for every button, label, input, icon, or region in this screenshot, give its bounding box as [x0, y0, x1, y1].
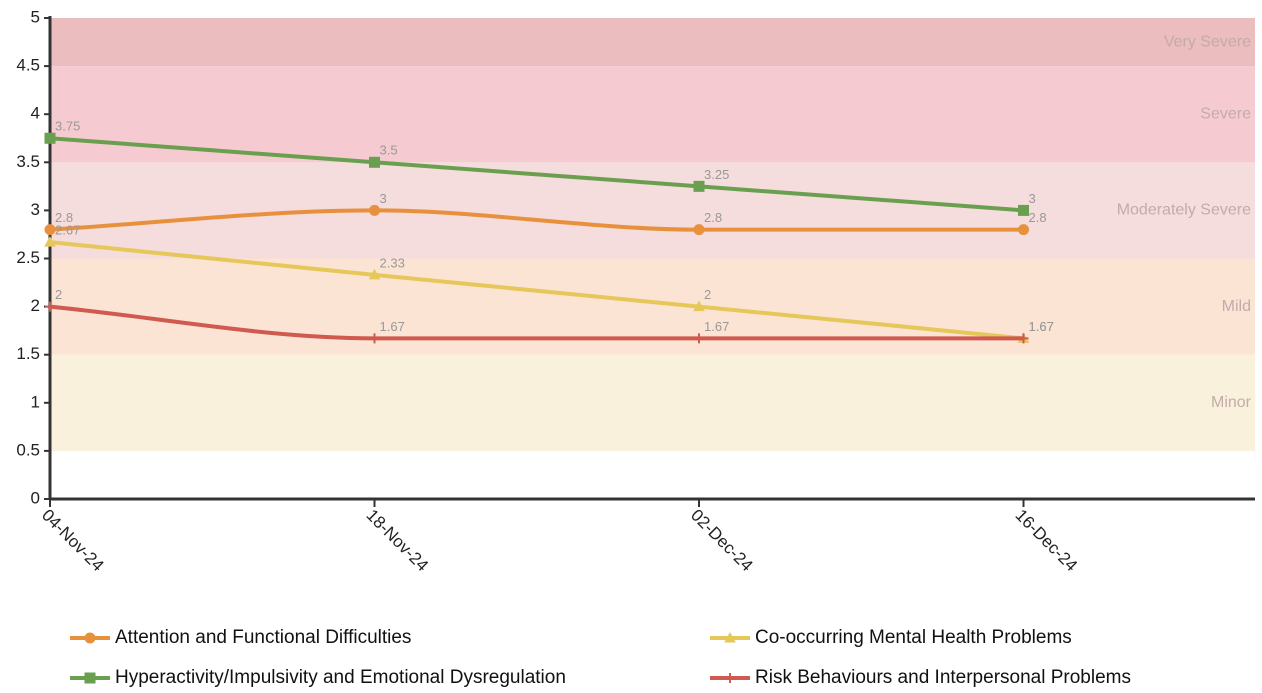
- marker: [44, 224, 56, 236]
- marker: [693, 224, 705, 236]
- x-tick-label: 18-Nov-24: [363, 506, 433, 576]
- data-label: 1.67: [704, 319, 729, 334]
- marker: [368, 268, 381, 280]
- data-label: 2: [55, 287, 62, 302]
- marker: [1018, 204, 1029, 216]
- series-line: [49, 208, 1024, 232]
- x-tick-label: 04-Nov-24: [38, 506, 108, 576]
- data-label: 3.25: [704, 167, 729, 182]
- marker: [693, 180, 705, 192]
- data-label: 1.67: [1029, 319, 1054, 334]
- marker: [1018, 333, 1029, 344]
- y-tick-label: 1.5: [16, 344, 40, 363]
- data-label: 2.8: [55, 210, 73, 225]
- marker: [44, 132, 56, 144]
- legend-label: Risk Behaviours and Interpersonal Proble…: [755, 667, 1131, 688]
- data-label: 3.5: [380, 143, 398, 158]
- severity-band: [50, 66, 1255, 163]
- marker: [693, 300, 705, 312]
- marker: [45, 301, 55, 312]
- series-line: [49, 240, 1024, 341]
- marker: [44, 236, 56, 247]
- band-label: Very Severe: [1164, 33, 1251, 50]
- data-label: 2.8: [1029, 210, 1047, 225]
- y-tick-label: 5: [31, 7, 40, 26]
- band-label: Severe: [1200, 105, 1251, 122]
- y-tick-label: 2.5: [16, 248, 40, 267]
- y-tick-label: 3.5: [16, 152, 40, 171]
- data-label: 2.33: [380, 255, 405, 270]
- band-label: Mild: [1222, 298, 1251, 315]
- y-tick-label: 0.5: [16, 440, 40, 459]
- y-tick-label: 3: [31, 200, 40, 219]
- x-tick-label: 02-Dec-24: [687, 506, 757, 576]
- severity-band: [50, 162, 1255, 259]
- x-tick-label: 16-Dec-24: [1012, 506, 1082, 576]
- legend-label: Attention and Functional Difficulties: [115, 627, 411, 648]
- band-label: Minor: [1211, 394, 1252, 411]
- legend-label: Co-occurring Mental Health Problems: [755, 627, 1072, 648]
- data-label: 2: [704, 287, 711, 302]
- data-label: 3.75: [55, 119, 80, 134]
- data-label: 3: [380, 191, 387, 206]
- marker: [725, 673, 735, 683]
- data-label: 3: [1029, 191, 1036, 206]
- legend-label: Hyperactivity/Impulsivity and Emotional …: [115, 667, 566, 688]
- marker: [84, 632, 96, 644]
- severity-band: [50, 18, 1255, 67]
- y-tick-label: 1: [31, 392, 40, 411]
- marker: [694, 333, 704, 344]
- data-label: 1.67: [1029, 319, 1054, 334]
- y-tick-label: 4.5: [16, 56, 40, 75]
- marker: [369, 204, 380, 216]
- series-line: [49, 136, 1024, 213]
- marker: [84, 672, 96, 684]
- data-label: 2.8: [704, 210, 722, 225]
- marker: [724, 631, 736, 643]
- marker: [369, 333, 380, 344]
- data-label: 2.67: [55, 223, 80, 238]
- data-label: 1.67: [380, 319, 405, 334]
- y-tick-label: 4: [31, 104, 40, 123]
- severity-band: [50, 354, 1255, 451]
- band-label: Moderately Severe: [1117, 202, 1251, 219]
- marker: [369, 156, 380, 168]
- series-line: [49, 304, 1024, 341]
- y-tick-label: 2: [31, 296, 40, 315]
- marker: [1018, 224, 1029, 236]
- y-tick-label: 0: [31, 488, 40, 507]
